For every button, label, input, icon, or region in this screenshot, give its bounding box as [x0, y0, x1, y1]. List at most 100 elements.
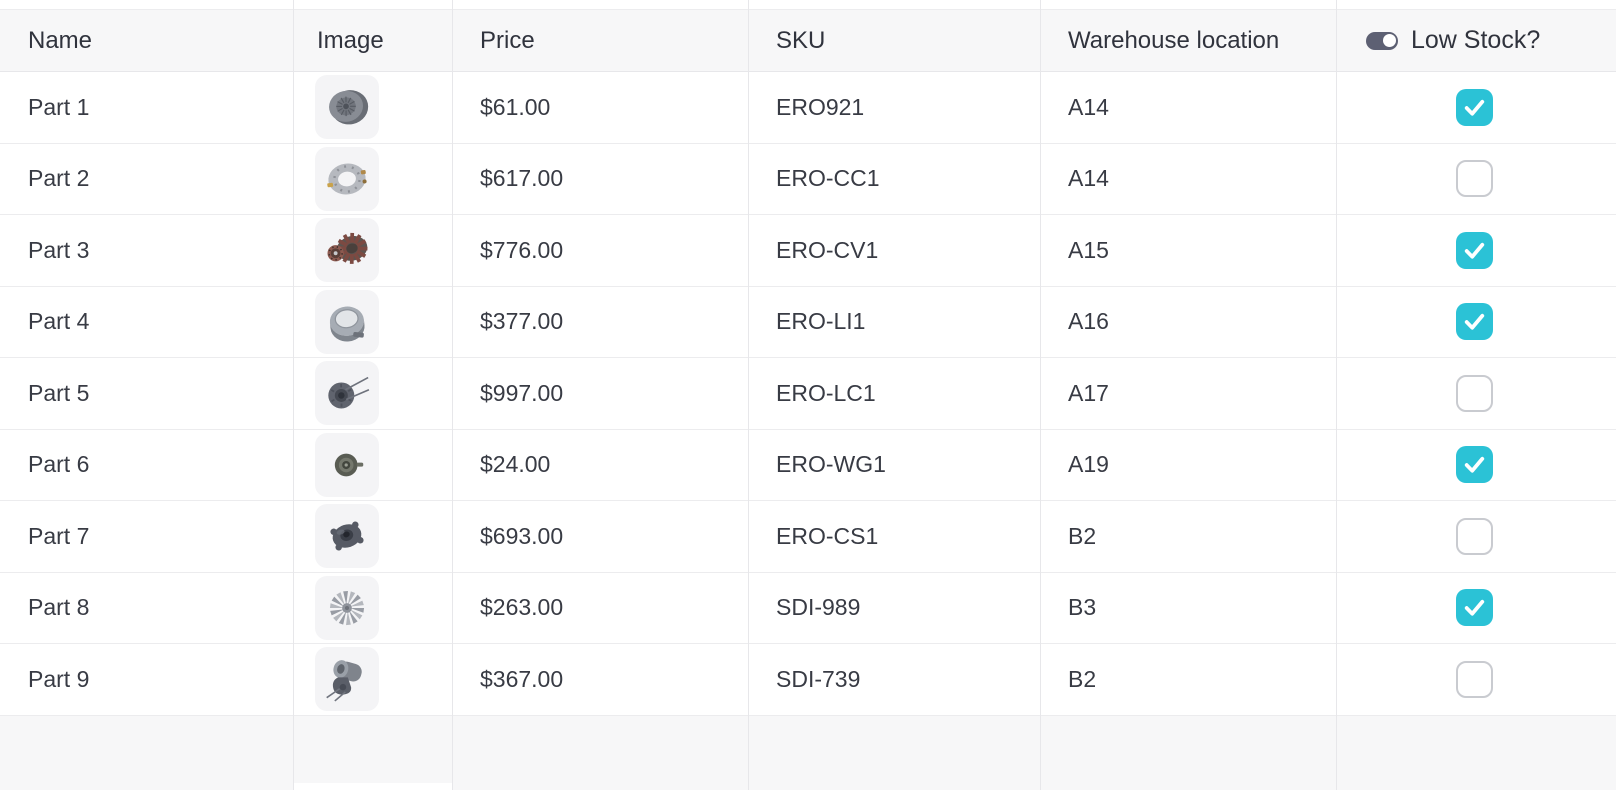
column-header-image[interactable]: Image [293, 27, 452, 55]
part-price: $617.00 [480, 165, 564, 192]
column-header-location[interactable]: Warehouse location [1040, 27, 1336, 55]
cell-name[interactable]: Part 1 [0, 72, 293, 143]
part-photo [327, 163, 367, 195]
cell-low-stock[interactable] [1336, 287, 1616, 358]
part-location: A19 [1068, 451, 1109, 478]
cell-name[interactable]: Part 5 [0, 358, 293, 429]
cell-low-stock[interactable] [1336, 144, 1616, 215]
cell-location[interactable]: A19 [1040, 430, 1336, 501]
cell-sku[interactable]: ERO-CC1 [748, 144, 1040, 215]
part-thumbnail[interactable] [315, 647, 379, 712]
table-body: Part 1 $61.00 ERO921 A14 Part 2 $617.00 ERO-CC… [0, 72, 1616, 716]
part-thumbnail[interactable] [315, 218, 379, 283]
part-name: Part 9 [28, 665, 90, 692]
cell-price[interactable]: $617.00 [452, 144, 748, 215]
column-header-price[interactable]: Price [452, 27, 748, 55]
part-thumbnail[interactable] [315, 75, 379, 140]
cell-name[interactable]: Part 7 [0, 501, 293, 572]
cell-sku[interactable]: ERO-LI1 [748, 287, 1040, 358]
low-stock-checkbox[interactable] [1456, 517, 1493, 555]
cell-location[interactable]: B2 [1040, 644, 1336, 715]
cell-image[interactable] [293, 215, 452, 286]
cell-price[interactable]: $263.00 [452, 573, 748, 644]
cell-sku[interactable]: ERO-LC1 [748, 358, 1040, 429]
cell-sku[interactable]: ERO-CV1 [748, 215, 1040, 286]
table-row: Part 2 $617.00 ERO-CC1 A14 [0, 143, 1616, 215]
cell-price[interactable]: $367.00 [452, 644, 748, 715]
cell-name[interactable]: Part 6 [0, 430, 293, 501]
cell-name[interactable]: Part 3 [0, 215, 293, 286]
column-header-label: Low Stock? [1411, 26, 1541, 54]
low-stock-checkbox[interactable] [1456, 88, 1493, 126]
cell-name[interactable]: Part 9 [0, 644, 293, 715]
cell-location[interactable]: A16 [1040, 287, 1336, 358]
column-header-label: SKU [776, 26, 826, 54]
low-stock-checkbox[interactable] [1456, 374, 1493, 412]
cell-image[interactable] [293, 144, 452, 215]
cell-location[interactable]: A17 [1040, 358, 1336, 429]
low-stock-checkbox[interactable] [1456, 589, 1493, 627]
part-sku: ERO921 [776, 93, 865, 120]
column-header-label: Image [317, 26, 384, 54]
cell-location[interactable]: A14 [1040, 72, 1336, 143]
cell-sku[interactable]: SDI-989 [748, 573, 1040, 644]
low-stock-checkbox[interactable] [1456, 231, 1493, 269]
column-header-low-stock[interactable]: Low Stock? [1336, 26, 1616, 55]
cell-sku[interactable]: ERO-WG1 [748, 430, 1040, 501]
cell-image[interactable] [293, 501, 452, 572]
low-stock-checkbox[interactable] [1456, 303, 1493, 341]
cell-price[interactable]: $24.00 [452, 430, 748, 501]
part-thumbnail[interactable] [315, 289, 379, 354]
cell-sku[interactable]: SDI-739 [748, 644, 1040, 715]
column-header-label: Name [28, 26, 93, 54]
cell-name[interactable]: Part 4 [0, 287, 293, 358]
cell-name[interactable]: Part 8 [0, 573, 293, 644]
cell-location[interactable]: B2 [1040, 501, 1336, 572]
part-thumbnail[interactable] [315, 575, 379, 640]
cell-name[interactable]: Part 2 [0, 144, 293, 215]
cell-sku[interactable]: ERO-CS1 [748, 501, 1040, 572]
toggle-icon [1366, 31, 1398, 50]
part-thumbnail[interactable] [315, 146, 379, 211]
column-divider [748, 0, 749, 790]
check-icon [1464, 457, 1485, 473]
part-name: Part 4 [28, 308, 90, 335]
cell-low-stock[interactable] [1336, 430, 1616, 501]
cell-image[interactable] [293, 287, 452, 358]
cell-sku[interactable]: ERO921 [748, 72, 1040, 143]
cell-price[interactable]: $776.00 [452, 215, 748, 286]
low-stock-checkbox[interactable] [1456, 160, 1493, 198]
cell-low-stock[interactable] [1336, 358, 1616, 429]
cell-location[interactable]: A14 [1040, 144, 1336, 215]
column-header-sku[interactable]: SKU [748, 27, 1040, 55]
cell-image[interactable] [293, 72, 452, 143]
column-header-name[interactable]: Name [0, 27, 293, 55]
cell-low-stock[interactable] [1336, 573, 1616, 644]
part-thumbnail[interactable] [315, 504, 379, 569]
part-location: B2 [1068, 665, 1097, 692]
cell-low-stock[interactable] [1336, 215, 1616, 286]
part-photo [334, 453, 364, 477]
cell-location[interactable]: A15 [1040, 215, 1336, 286]
part-sku: SDI-989 [776, 594, 861, 621]
cell-price[interactable]: $997.00 [452, 358, 748, 429]
cell-low-stock[interactable] [1336, 501, 1616, 572]
table-row: Part 7 $693.00 ERO-CS1 B2 [0, 501, 1616, 573]
part-price: $24.00 [480, 451, 551, 478]
cell-price[interactable]: $61.00 [452, 72, 748, 143]
low-stock-checkbox[interactable] [1456, 660, 1493, 698]
cell-price[interactable]: $377.00 [452, 287, 748, 358]
cell-location[interactable]: B3 [1040, 573, 1336, 644]
cell-low-stock[interactable] [1336, 644, 1616, 715]
cell-image[interactable] [293, 573, 452, 644]
part-thumbnail[interactable] [315, 361, 379, 426]
cell-low-stock[interactable] [1336, 72, 1616, 143]
low-stock-checkbox[interactable] [1456, 446, 1493, 484]
part-price: $263.00 [480, 594, 564, 621]
part-name: Part 5 [28, 379, 90, 406]
cell-image[interactable] [293, 430, 452, 501]
cell-price[interactable]: $693.00 [452, 501, 748, 572]
cell-image[interactable] [293, 644, 452, 715]
cell-image[interactable] [293, 358, 452, 429]
part-thumbnail[interactable] [315, 432, 379, 497]
